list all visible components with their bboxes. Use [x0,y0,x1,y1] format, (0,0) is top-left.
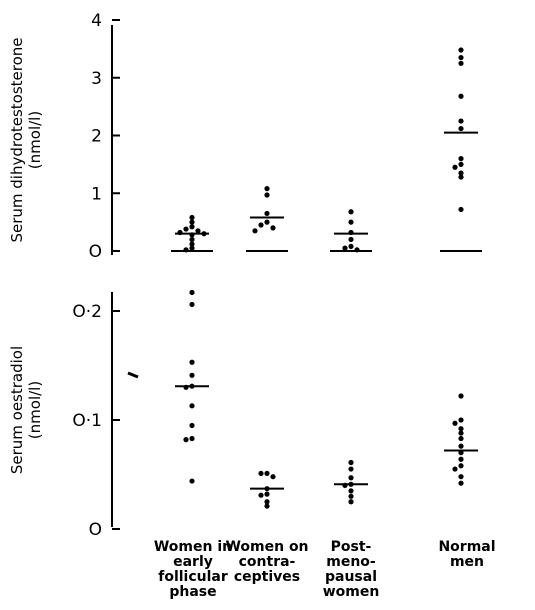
dht-y-tick-label: 2 [91,127,102,147]
oestradiol-data-point [458,443,464,449]
oestradiol-data-point [348,499,354,505]
dht-data-point [264,219,270,225]
dht-panel: Serum dihydrotestosterone (nmol/l) O 1 2 3 4 [8,11,482,262]
oestradiol-data-point [270,474,276,480]
dht-y-axis-unit: (nmol/l) [26,111,44,169]
dht-data-point [458,93,464,99]
oestradiol-group [175,289,209,484]
oestradiol-data-point [348,466,354,472]
dht-data-point [458,47,464,53]
dht-data [171,47,482,253]
dht-y-tick-label: O [89,242,102,262]
dht-data-point [458,125,464,132]
dht-data-point [458,60,464,66]
oestradiol-data-point [348,493,354,499]
oestradiol-y-tick-label: O·1 [72,411,102,431]
dht-group [440,47,482,252]
category-label: Normal men [438,539,495,570]
oestradiol-data-point [452,420,458,426]
dht-data-point [252,228,258,234]
oestradiol-data-point [458,426,464,432]
oestradiol-data-point [458,430,464,436]
oestradiol-data-point [264,503,270,509]
oestradiol-data-point [264,470,270,477]
dht-y-axis-label: Serum dihydrotestosterone [8,37,26,242]
oestradiol-y-tick-label: O [89,520,102,540]
dht-data-point [458,118,464,124]
oestradiol-data-point [264,491,270,497]
category-label: Women on contra-ceptives [225,539,308,585]
dht-data-point [189,245,195,251]
dht-data-point [189,214,195,221]
dht-y-tick-label: 1 [91,184,102,204]
dht-group [330,209,372,253]
dht-data-point [342,245,348,251]
oestradiol-data-point [458,435,464,442]
oestradiol-y-axis-unit: (nmol/l) [26,381,44,439]
oestradiol-data-point [189,301,195,308]
oestradiol-group [334,459,368,505]
dht-data-point [348,243,354,249]
oestradiol-data-point [458,463,464,469]
dht-data-point [258,222,264,228]
oestradiol-data-point [348,459,354,466]
dht-y-tick-label: 4 [91,11,102,31]
oestradiol-y-ticks: O O·1 O·2 [72,302,120,540]
dht-data-point [458,156,464,162]
category-label: Post-meno-pausal women [323,539,380,600]
oestradiol-data-point [258,470,264,477]
oestradiol-group [444,393,478,486]
oestradiol-data-point [189,289,195,296]
oestradiol-data-point [348,488,354,494]
oestradiol-panel: Serum oestradiol (nmol/l) O O·1 O·2 [8,289,478,540]
oestradiol-data-point [189,478,195,484]
oestradiol-data-point [452,466,458,472]
dht-data-point [189,219,195,225]
dht-data-point [189,236,195,243]
oestradiol-data-point [458,480,464,486]
dht-data-point [264,186,270,192]
dht-y-tick-label: 3 [91,69,102,89]
oestradiol-data-point [264,499,270,505]
dht-y-ticks: O 1 2 3 4 [89,11,120,262]
oestradiol-data-point [183,437,189,443]
dht-group [171,214,213,253]
dht-data-point [458,174,464,180]
oestradiol-data-point [189,422,195,429]
dht-data-point [458,170,464,176]
dht-data-point [458,54,464,61]
dht-data-point [189,224,195,230]
oestradiol-y-tick-label: O·2 [72,302,102,322]
dht-data-point [458,161,464,167]
oestradiol-data-point [189,435,195,442]
oestradiol-data-point [189,359,195,365]
dht-data-point [195,228,201,234]
dht-group [246,186,288,252]
oestradiol-group [250,470,284,509]
category-label: Women in early follicular phase [154,539,232,600]
oestradiol-data-point [348,475,354,481]
dht-data-point [348,236,354,243]
dht-data-point [458,206,464,213]
dht-data-point [189,241,195,247]
oestradiol-data-point [458,417,464,423]
oestradiol-data-point [189,403,195,409]
dht-data-point [348,209,354,215]
oestradiol-data-point [189,372,195,378]
dht-data-point [348,219,354,225]
dht-data-point [183,226,189,232]
oestradiol-data-point [258,492,264,498]
oestradiol-data-point [458,393,464,399]
dht-data-point [264,192,270,198]
oestradiol-data-point [458,456,464,462]
dht-data-point [264,210,270,217]
oestradiol-y-axis-label: Serum oestradiol [8,346,26,474]
oestradiol-data-point [458,474,464,480]
axis-break-mark [127,371,139,379]
oestradiol-data [175,289,478,509]
dht-data-point [270,225,276,231]
dht-data-point [452,164,458,170]
